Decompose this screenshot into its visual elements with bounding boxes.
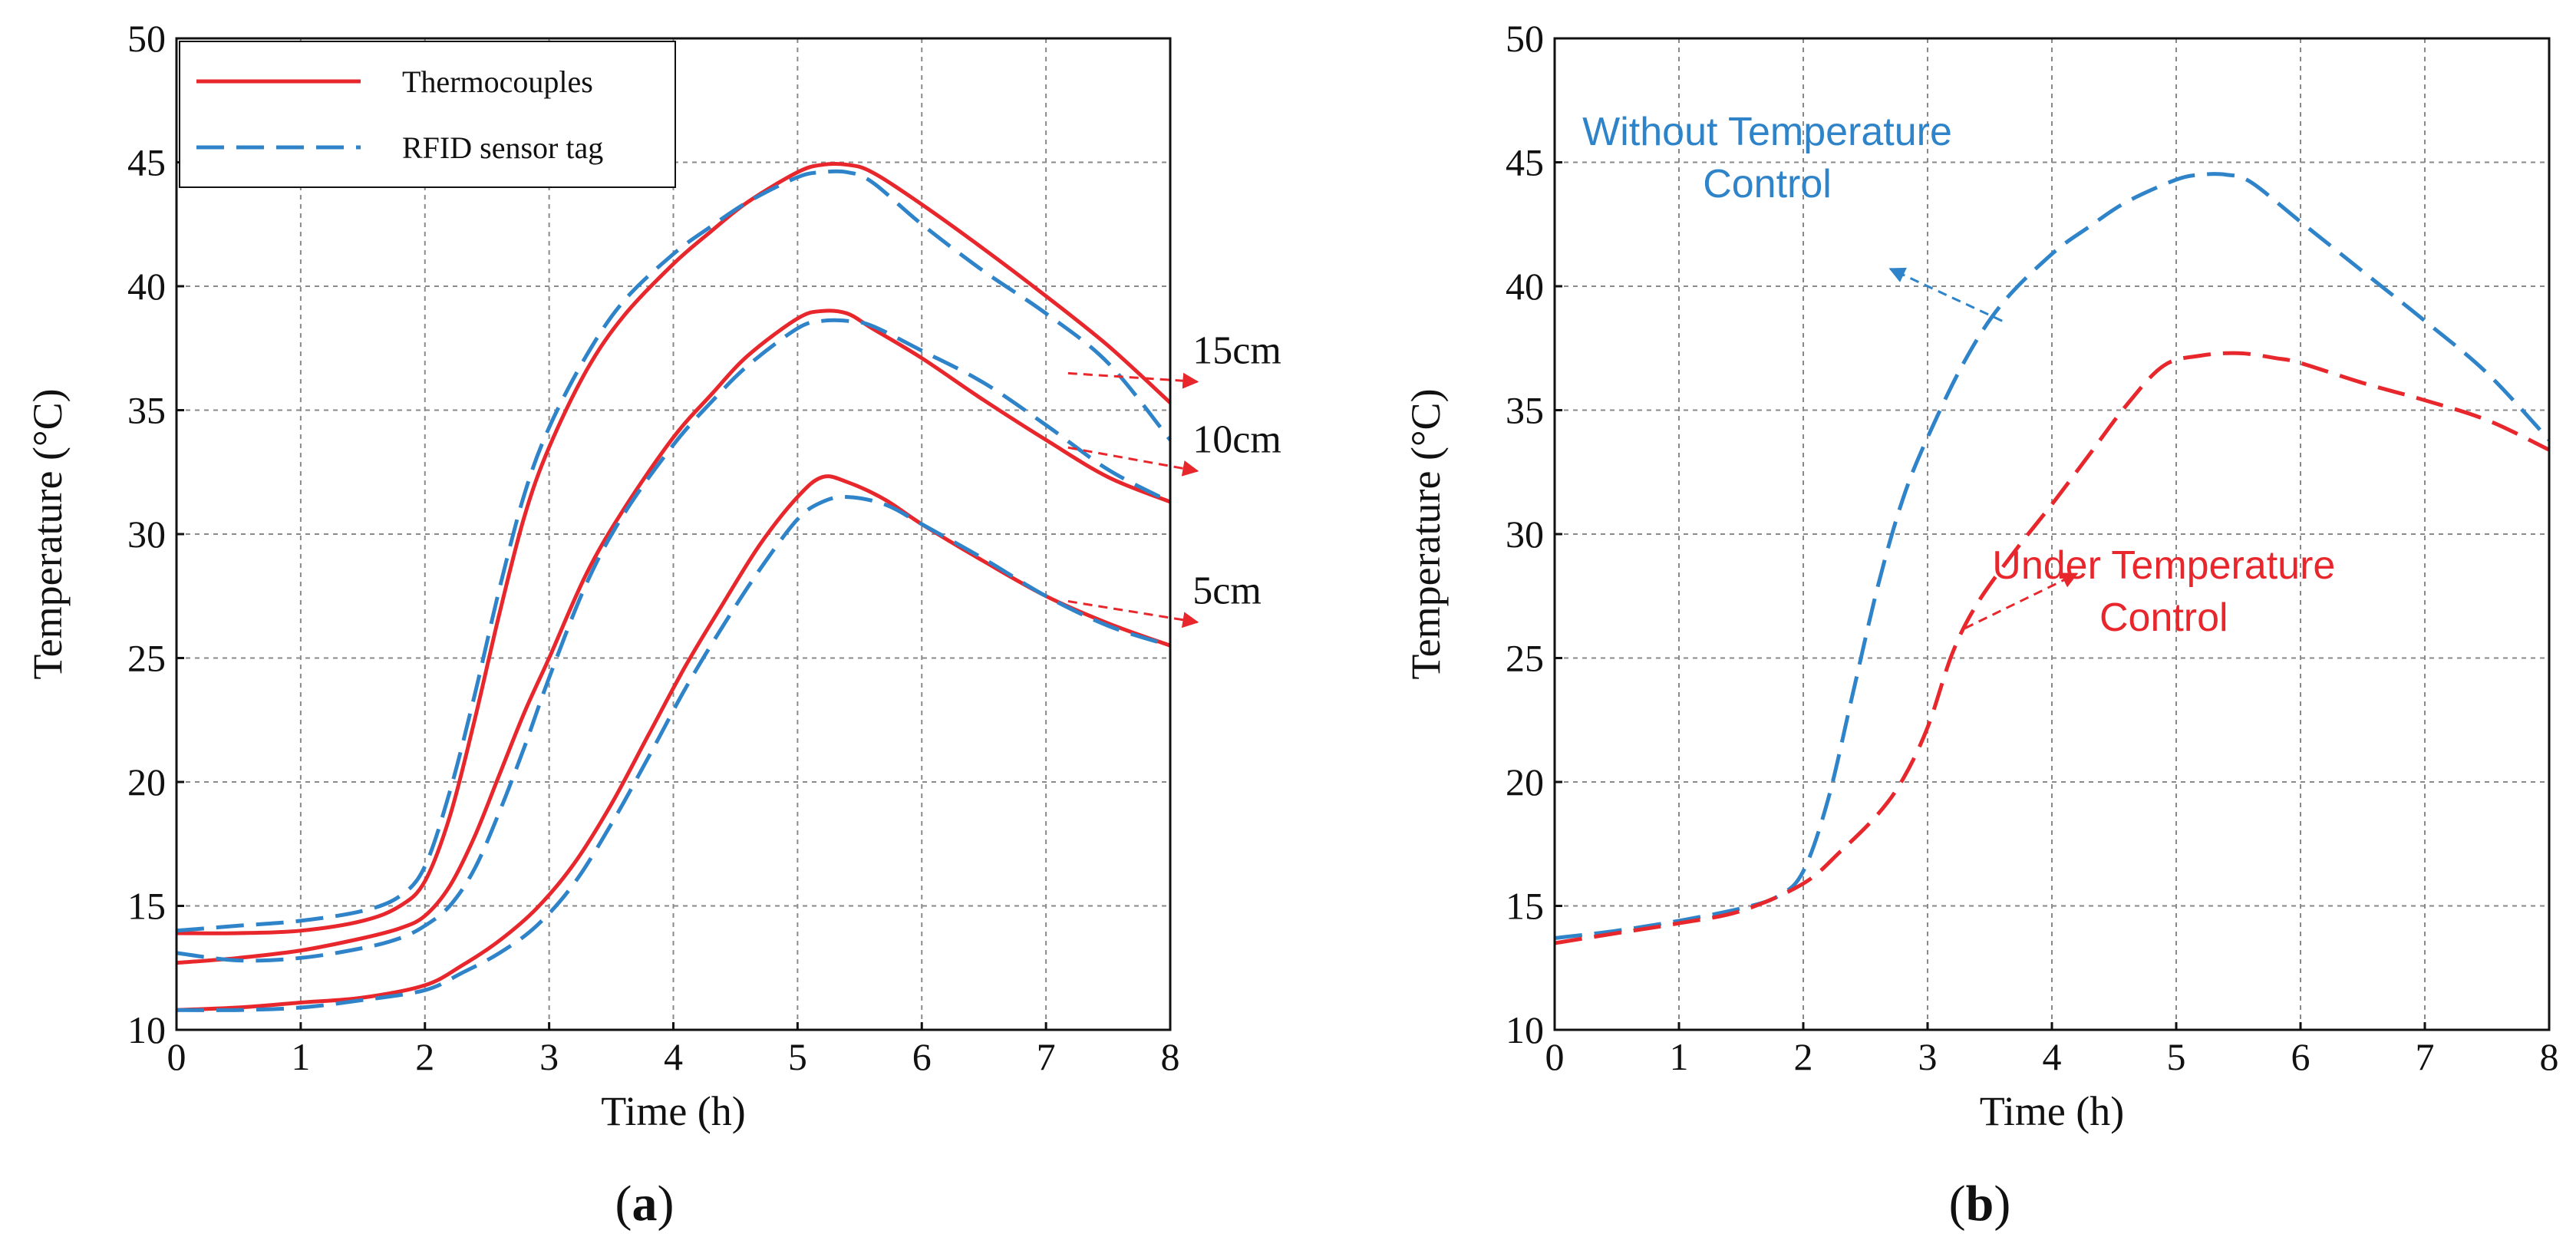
series-line-thermocouples-10cm — [176, 308, 1171, 965]
caption-b-letter: b — [1966, 1176, 1994, 1232]
y-tick-label-50: 50 — [1506, 17, 1544, 60]
x-tick-label-8: 8 — [2540, 1035, 2559, 1078]
x-tick-label-7: 7 — [1037, 1035, 1056, 1078]
series-line-without-temperature-control — [1554, 172, 2551, 940]
x-tick-label-6: 6 — [2291, 1035, 2310, 1078]
y-tick-label-35: 35 — [127, 389, 166, 432]
caption-a-letter: a — [632, 1176, 658, 1232]
legend-label-1: RFID sensor tag — [402, 130, 603, 165]
x-tick-label-5: 5 — [788, 1035, 807, 1078]
legend-box — [179, 41, 676, 188]
y-tick-label-45: 45 — [1506, 141, 1544, 184]
caption-a: (a) — [615, 1176, 675, 1232]
series-line-under-temperature-control — [1554, 351, 2551, 945]
y-tick-label-25: 25 — [1506, 637, 1544, 680]
y-tick-label-45: 45 — [127, 141, 166, 184]
x-axis-label: Time (h) — [601, 1088, 746, 1134]
x-tick-label-4: 4 — [2043, 1035, 2062, 1078]
annotation-arrow-0 — [1888, 267, 2003, 322]
annotation-10cm: 10cm — [1192, 418, 1281, 462]
x-tick-label-3: 3 — [1918, 1035, 1938, 1078]
y-tick-label-15: 15 — [127, 885, 166, 928]
y-tick-label-15: 15 — [1506, 885, 1544, 928]
annotation-text-0-1: Control — [1703, 162, 1832, 206]
y-axis-label: Temperature (°C) — [25, 388, 71, 679]
x-tick-label-5: 5 — [2167, 1035, 2186, 1078]
y-axis-label: Temperature (°C) — [1403, 388, 1449, 679]
y-tick-label-10: 10 — [1506, 1008, 1544, 1051]
x-axis-label: Time (h) — [1980, 1088, 2125, 1134]
series-line-rfid-sensor-tag-15cm — [176, 169, 1172, 933]
y-tick-label-35: 35 — [1506, 389, 1544, 432]
annotation-arrow-15cm — [1067, 371, 1199, 389]
caption-a-close: ) — [658, 1176, 675, 1232]
y-tick-label-40: 40 — [1506, 265, 1544, 308]
annotation-text-1-1: Control — [2099, 595, 2228, 640]
y-tick-label-20: 20 — [1506, 760, 1544, 803]
annotation-15cm: 15cm — [1192, 328, 1281, 372]
series-line-rfid-sensor-tag-10cm — [176, 318, 1172, 963]
annotation-arrow-1 — [1964, 572, 2079, 630]
y-tick-label-30: 30 — [1506, 513, 1544, 556]
x-tick-label-0: 0 — [167, 1035, 186, 1078]
x-tick-label-3: 3 — [539, 1035, 559, 1078]
legend-label-0: Thermocouples — [402, 64, 593, 99]
caption-b-close: ) — [1994, 1176, 2010, 1232]
annotation-arrow-5cm — [1067, 600, 1199, 628]
x-tick-label-4: 4 — [664, 1035, 683, 1078]
x-tick-label-6: 6 — [912, 1035, 932, 1078]
annotation-text-1-0: Under Temperature — [1992, 543, 2335, 588]
x-tick-label-7: 7 — [2416, 1035, 2435, 1078]
x-tick-label-2: 2 — [415, 1035, 434, 1078]
y-tick-label-20: 20 — [127, 760, 166, 803]
series-line-thermocouples-15cm — [176, 162, 1172, 935]
caption-b-open: ( — [1949, 1176, 1966, 1232]
y-tick-label-40: 40 — [127, 265, 166, 308]
y-tick-label-30: 30 — [127, 513, 166, 556]
annotation-arrow-10cm — [1067, 446, 1199, 477]
x-tick-label-8: 8 — [1161, 1035, 1180, 1078]
caption-a-open: ( — [615, 1176, 632, 1232]
x-tick-label-1: 1 — [291, 1035, 310, 1078]
series-line-rfid-sensor-tag-5cm — [176, 495, 1171, 1012]
y-tick-label-10: 10 — [127, 1008, 166, 1051]
annotation-5cm: 5cm — [1192, 569, 1262, 613]
caption-b: (b) — [1949, 1176, 2011, 1232]
x-tick-label-0: 0 — [1545, 1035, 1565, 1078]
y-tick-label-50: 50 — [127, 17, 166, 60]
annotation-text-0-0: Without Temperature — [1582, 110, 1952, 154]
x-tick-label-2: 2 — [1794, 1035, 1813, 1078]
x-tick-label-1: 1 — [1670, 1035, 1689, 1078]
y-tick-label-25: 25 — [127, 637, 166, 680]
